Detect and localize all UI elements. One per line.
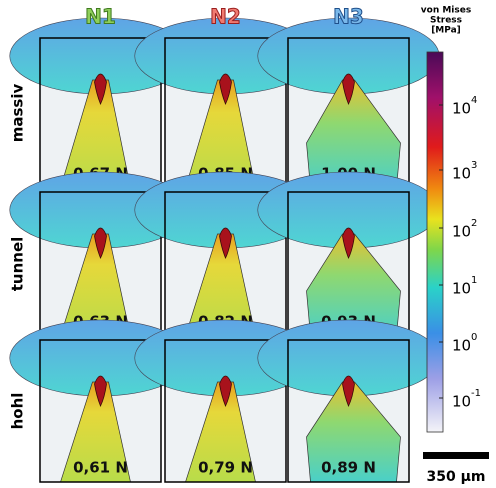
figure: 0,67 N0,85 N1,00 N0,63 N0,82 N0,93 N0,61…: [0, 0, 496, 488]
row-label: massiv: [9, 84, 27, 143]
colorbar-tick-base: 10: [452, 280, 471, 298]
colorbar-tick-exponent: -1: [471, 388, 481, 399]
force-label: 0,61 N: [73, 459, 128, 477]
colorbar-title: von Mises: [421, 6, 471, 16]
colorbar-tick-base: 10: [452, 223, 471, 241]
row-label: hohl: [9, 393, 27, 430]
colorbar-tick-base: 10: [452, 337, 471, 355]
scale-bar-label: 350 µm: [427, 469, 486, 485]
colorbar-title: [MPa]: [431, 26, 461, 36]
column-header: N1: [85, 5, 116, 29]
panels: 0,67 N0,85 N1,00 N0,63 N0,82 N0,93 N0,61…: [10, 18, 440, 482]
column-header: N2: [210, 5, 241, 29]
colorbar-tick-exponent: 1: [471, 275, 477, 286]
colorbar-tick-base: 10: [452, 393, 471, 411]
colorbar-tick-exponent: 0: [471, 332, 477, 343]
colorbar-title: Stress: [430, 16, 462, 26]
colorbar-tick-base: 10: [452, 165, 471, 183]
colorbar-tick-base: 10: [452, 100, 471, 118]
colorbar-tick-exponent: 2: [471, 218, 477, 229]
colorbar-tick-exponent: 3: [471, 160, 477, 171]
force-label: 0,89 N: [321, 459, 376, 477]
colorbar-tick-exponent: 4: [471, 95, 477, 106]
force-label: 0,79 N: [198, 459, 253, 477]
row-label: tunnel: [9, 237, 27, 292]
colorbar: [427, 52, 443, 432]
scale-bar: [423, 452, 489, 459]
column-header: N3: [333, 5, 364, 29]
